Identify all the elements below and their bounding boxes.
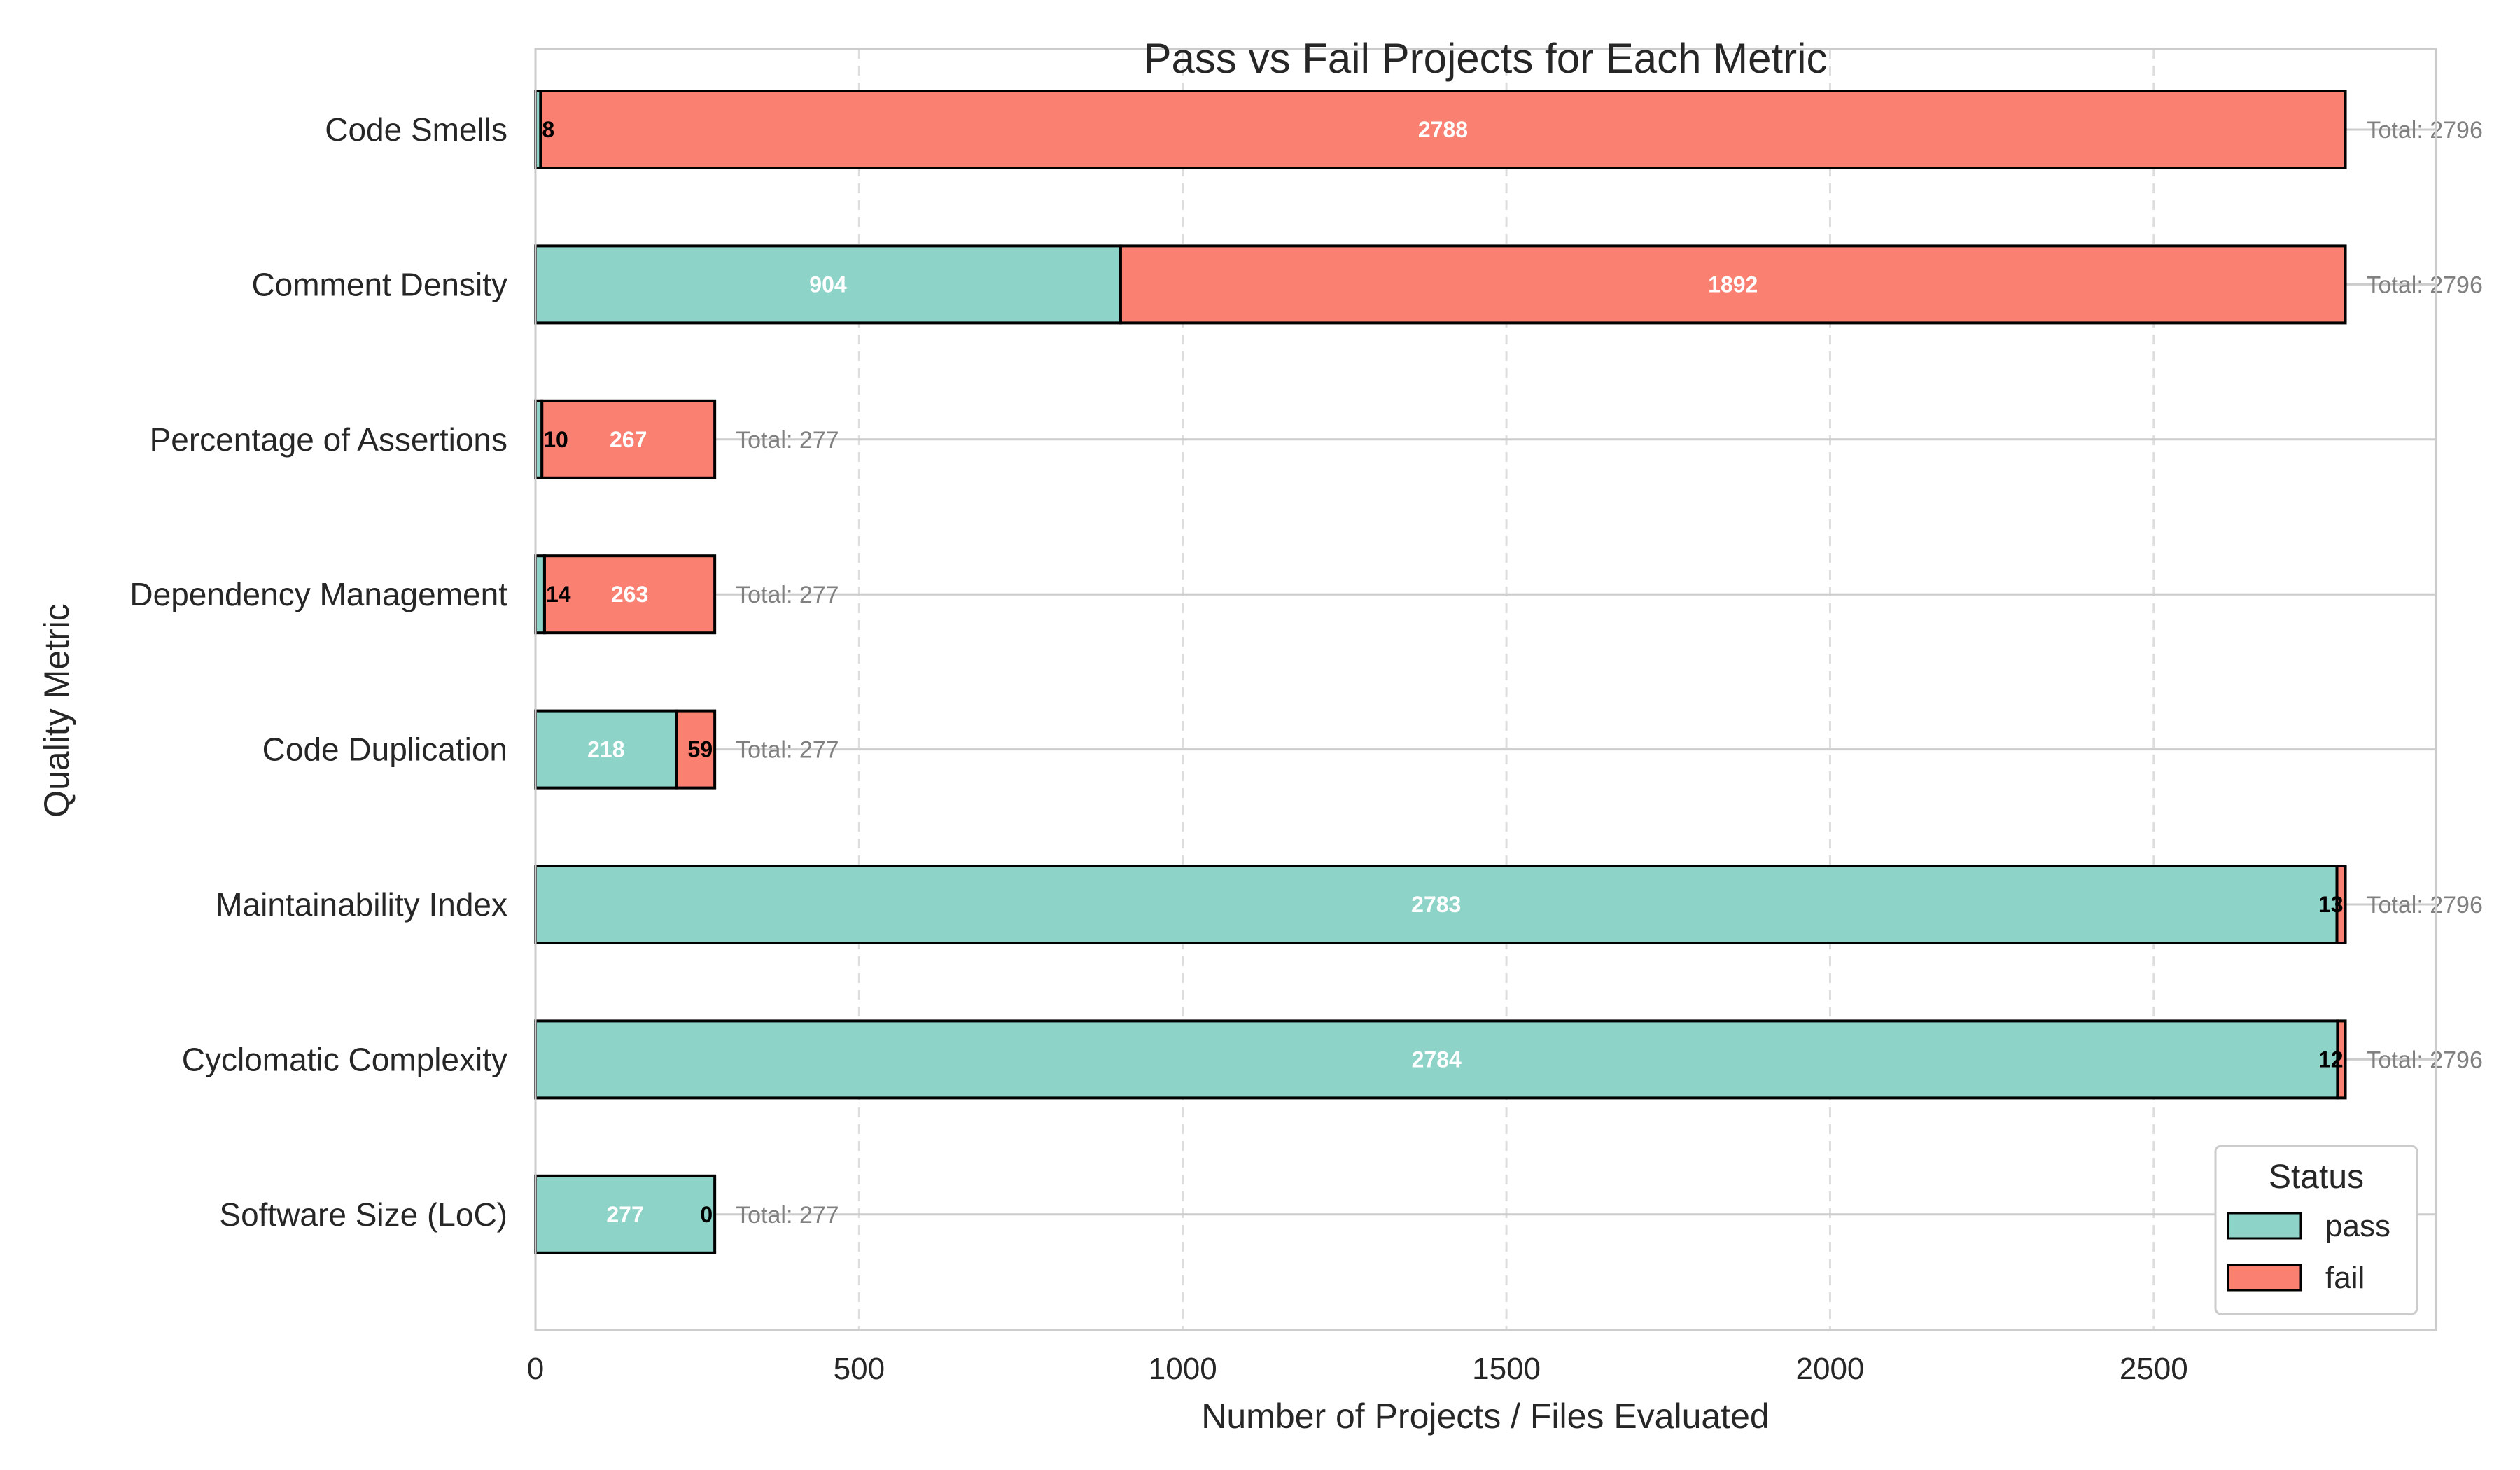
plot-area (536, 49, 2436, 1330)
label-layer: Code Smells 8 2788 Total: 2796 Comment Densi… (130, 111, 2482, 1233)
chart-title: Pass vs Fail Projects for Each Metric (1144, 35, 1828, 82)
plot-frame (534, 48, 2437, 1331)
fail-value-label: 0 (700, 1202, 713, 1227)
fail-value-label: 267 (610, 427, 647, 452)
bar-pass (534, 864, 2339, 944)
legend-swatch-fail (2227, 1264, 2302, 1292)
pass-value-label: 8 (542, 117, 554, 142)
y-tick-label: Software Size (LoC) (219, 1196, 507, 1233)
bar-pass (534, 709, 678, 790)
x-tick-label: 1000 (1149, 1352, 1217, 1386)
pass-value-label: 277 (606, 1202, 643, 1227)
pass-value-label: 2784 (1412, 1046, 1462, 1072)
fail-value-label: 13 (2318, 892, 2344, 917)
legend-label-pass: pass (2325, 1209, 2390, 1243)
pass-value-label: 14 (546, 582, 571, 607)
total-label: Total: 2796 (2367, 1046, 2483, 1073)
y-tick-label: Maintainability Index (216, 886, 507, 923)
bar-fail (540, 399, 717, 479)
y-axis-label: Quality Metric (37, 603, 76, 818)
x-axis-label: Number of Projects / Files Evaluated (1201, 1396, 1769, 1436)
fail-value-label: 1892 (1708, 272, 1758, 297)
y-tick-label: Cyclomatic Complexity (182, 1041, 507, 1077)
y-tick-label: Code Smells (325, 111, 507, 148)
x-tick-label: 0 (527, 1352, 544, 1386)
total-label: Total: 2796 (2367, 272, 2483, 298)
y-tick-label: Dependency Management (130, 576, 507, 612)
legend-label-fail: fail (2325, 1261, 2365, 1295)
x-tick-label: 2000 (1796, 1352, 1865, 1386)
x-tick-label: 500 (834, 1352, 885, 1386)
legend-title: Status (2269, 1158, 2364, 1196)
pass-value-label: 218 (587, 737, 624, 762)
pass-value-label: 904 (809, 272, 847, 297)
pass-value-label: 2783 (1411, 892, 1461, 917)
y-tick-label: Comment Density (251, 266, 507, 302)
bar-fail (675, 709, 717, 790)
fail-value-label: 2788 (1418, 117, 1468, 142)
bar-fail (1119, 244, 2347, 325)
fail-value-label: 59 (688, 737, 713, 762)
x-tick-label: 2500 (2120, 1352, 2188, 1386)
total-label: Total: 277 (736, 427, 839, 454)
bar-fail (2336, 1019, 2347, 1100)
x-tick-label: 1500 (1472, 1352, 1541, 1386)
fail-value-label: 263 (611, 582, 648, 607)
y-tick-label: Code Duplication (262, 732, 507, 768)
bar-fail (539, 90, 2347, 169)
bar-layer (534, 90, 2347, 1254)
legend-swatch-pass (2227, 1212, 2302, 1240)
total-label: Total: 277 (736, 737, 839, 764)
bar-fail (2335, 864, 2347, 944)
total-label: Total: 2796 (2367, 117, 2483, 144)
legend: Status pass fail (2214, 1144, 2418, 1315)
total-label: Total: 2796 (2367, 892, 2483, 918)
bar-fail (542, 554, 717, 635)
pass-value-label: 10 (543, 427, 568, 452)
tick-layer: 0 500 1000 1500 2000 2500 (527, 1352, 2188, 1386)
bar-pass (534, 1019, 2339, 1100)
y-tick-label: Percentage of Assertions (150, 421, 507, 458)
total-label: Total: 277 (736, 1202, 839, 1228)
fail-value-label: 12 (2318, 1046, 2344, 1072)
total-label: Total: 277 (736, 582, 839, 608)
